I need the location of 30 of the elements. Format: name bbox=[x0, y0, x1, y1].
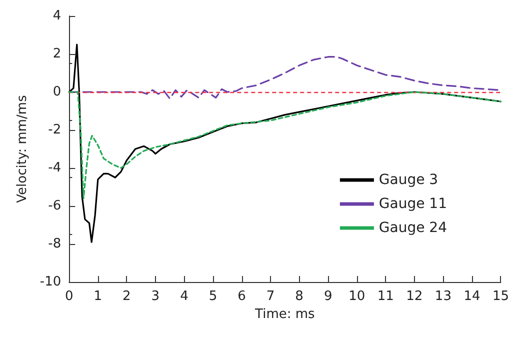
x-tick-label: 0 bbox=[64, 289, 74, 304]
y-axis-title: Velocity: mm/ms bbox=[15, 94, 30, 203]
y-tick-label: -2 bbox=[48, 122, 62, 138]
x-tick-label: 7 bbox=[266, 289, 275, 304]
x-tick-label: 5 bbox=[208, 289, 218, 304]
x-tick-label: 3 bbox=[151, 289, 160, 304]
y-tick-label: -6 bbox=[48, 198, 62, 214]
y-tick-label: -4 bbox=[48, 160, 62, 176]
x-tick-label: 8 bbox=[295, 289, 304, 304]
legend-label: Gauge 3 bbox=[378, 172, 438, 188]
legend-label: Gauge 11 bbox=[378, 196, 448, 212]
legend-label: Gauge 24 bbox=[378, 220, 448, 236]
y-tick-label: -8 bbox=[48, 236, 62, 252]
x-tick-label: 9 bbox=[324, 289, 332, 304]
x-tick-label: 12 bbox=[406, 289, 423, 304]
x-tick-label: 4 bbox=[180, 289, 188, 304]
y-tick-label: 0 bbox=[52, 84, 62, 100]
x-axis-title: Time: ms bbox=[254, 307, 316, 322]
x-tick-label: 6 bbox=[238, 289, 246, 304]
y-tick-label: -10 bbox=[40, 274, 62, 290]
x-tick-label: 15 bbox=[492, 289, 509, 304]
x-tick-label: 14 bbox=[464, 289, 480, 304]
x-tick-label: 10 bbox=[348, 289, 366, 304]
y-tick-label: 4 bbox=[52, 8, 62, 24]
x-tick-label: 1 bbox=[94, 289, 102, 304]
y-tick-label: 2 bbox=[52, 46, 62, 62]
x-tick-label: 13 bbox=[434, 289, 452, 304]
x-tick-label: 11 bbox=[377, 289, 394, 304]
line-series bbox=[68, 91, 502, 200]
x-tick-label: 2 bbox=[122, 289, 131, 304]
